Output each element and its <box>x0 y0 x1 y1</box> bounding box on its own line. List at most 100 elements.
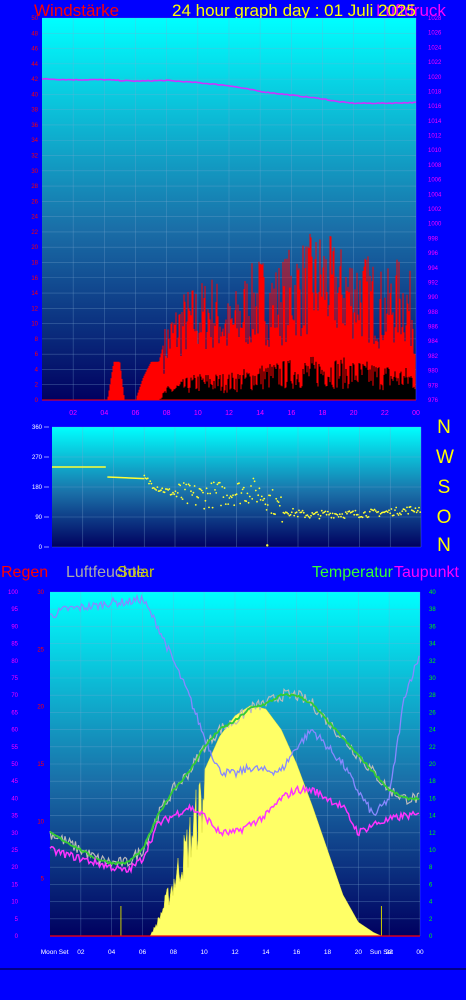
direction-point <box>210 482 213 485</box>
direction-point <box>161 487 164 490</box>
direction-point <box>400 513 402 516</box>
direction-point <box>204 499 207 502</box>
direction-point <box>274 513 276 516</box>
direction-point <box>352 510 354 513</box>
y-tick-label: 32 <box>31 154 38 160</box>
y2-tick-label: 1000 <box>428 222 442 228</box>
y2-tick-label: 10 <box>429 848 436 854</box>
y2-tick-label: 16 <box>429 796 436 802</box>
y-tick-label: 40 <box>11 796 18 802</box>
y-tick-label: 45 <box>11 779 18 785</box>
direction-point <box>276 500 279 502</box>
direction-point <box>174 490 177 493</box>
direction-point <box>150 482 153 485</box>
direction-point <box>191 494 194 496</box>
direction-point <box>154 488 156 490</box>
direction-point <box>331 512 334 515</box>
y2-tick-label: 2 <box>429 917 433 923</box>
direction-point <box>278 504 281 507</box>
y-tick-label: 5 <box>15 917 19 923</box>
y-tick-label: 10 <box>31 322 38 328</box>
y2-tick-label: 1008 <box>428 163 442 169</box>
direction-point <box>308 516 311 519</box>
y-tick-label: 24 <box>31 215 38 221</box>
y2-tick-label: 976 <box>428 398 439 404</box>
direction-point <box>389 512 392 515</box>
x-tick-label: 10 <box>194 410 202 417</box>
direction-point <box>220 504 222 507</box>
direction-point <box>242 486 245 489</box>
y2-tick-label: 36 <box>429 624 436 630</box>
y2-tick-label: 1018 <box>428 89 442 95</box>
y2-tick-label: 984 <box>428 339 439 345</box>
direction-point <box>250 485 252 487</box>
y-tick-label: 25 <box>11 848 18 854</box>
y2-tick-label: 982 <box>428 354 439 360</box>
y-tick-label: 85 <box>11 642 18 648</box>
direction-point <box>190 490 192 493</box>
y-tick-label: 180 <box>32 485 43 491</box>
y-tick-label: 15 <box>11 882 18 888</box>
direction-point <box>310 514 312 517</box>
y2-tick-label: 40 <box>429 590 436 596</box>
y-tick-label: 26 <box>31 199 38 205</box>
direction-point <box>367 516 370 518</box>
y2-tick-label: 0 <box>429 934 433 940</box>
y-tick-label: 50 <box>31 16 38 22</box>
x-tick-label: 18 <box>324 949 332 956</box>
y-tick-label: 0 <box>15 934 19 940</box>
y-tick-label: 80 <box>11 659 18 665</box>
direction-point <box>270 512 273 514</box>
x-tick-label: 06 <box>139 949 147 956</box>
compass-w: W <box>436 447 454 468</box>
direction-point <box>377 510 380 513</box>
y2-tick-label: 26 <box>429 710 436 716</box>
y2-tick-label: 18 <box>429 779 436 785</box>
direction-point <box>203 507 206 510</box>
direction-point <box>184 488 186 491</box>
direction-point <box>224 503 227 505</box>
direction-point <box>182 482 185 484</box>
x-tick-label: 10 <box>201 949 209 956</box>
y2-tick-label: 22 <box>429 745 436 751</box>
y2-tick-label: 1012 <box>428 134 442 140</box>
direction-point <box>374 510 377 512</box>
direction-point <box>176 492 179 494</box>
y-tick-label: 50 <box>11 762 18 768</box>
y-tick-label: 100 <box>8 590 19 596</box>
right-axis-title: Luftdruck <box>376 1 446 20</box>
direction-point <box>186 502 189 505</box>
x-tick-label: 12 <box>231 949 239 956</box>
direction-point <box>271 489 274 491</box>
x-tick-label: 08 <box>163 410 171 417</box>
direction-point <box>318 517 321 520</box>
direction-point <box>238 482 240 485</box>
y2-tick-label: 30 <box>429 676 436 682</box>
dewpoint-label: Taupunkt <box>394 564 459 581</box>
direction-point <box>245 500 248 503</box>
direction-point <box>300 511 303 514</box>
y-tick-label: 70 <box>11 693 18 699</box>
x-tick-label: 02 <box>77 949 85 956</box>
y-tick-label: 40 <box>31 92 38 98</box>
y-tick-label: 46 <box>31 47 38 53</box>
direction-point <box>330 516 333 519</box>
direction-point <box>364 511 366 513</box>
y2-tick-label: 24 <box>429 728 436 734</box>
y2-tick-label: 988 <box>428 310 439 316</box>
direction-point <box>414 507 417 510</box>
direction-point <box>254 489 257 492</box>
y2-tick-label: 986 <box>428 325 439 331</box>
direction-point <box>209 492 212 495</box>
compass-s: S <box>437 477 451 498</box>
direction-point <box>326 510 329 513</box>
direction-point <box>227 503 230 505</box>
direction-point <box>343 517 346 519</box>
direction-point <box>365 514 368 517</box>
y2-tick-label: 12 <box>429 831 436 837</box>
direction-point <box>215 492 218 494</box>
y2-tick-label: 1026 <box>428 31 442 37</box>
direction-series <box>52 466 422 547</box>
direction-point <box>233 504 236 507</box>
direction-point <box>416 509 419 512</box>
